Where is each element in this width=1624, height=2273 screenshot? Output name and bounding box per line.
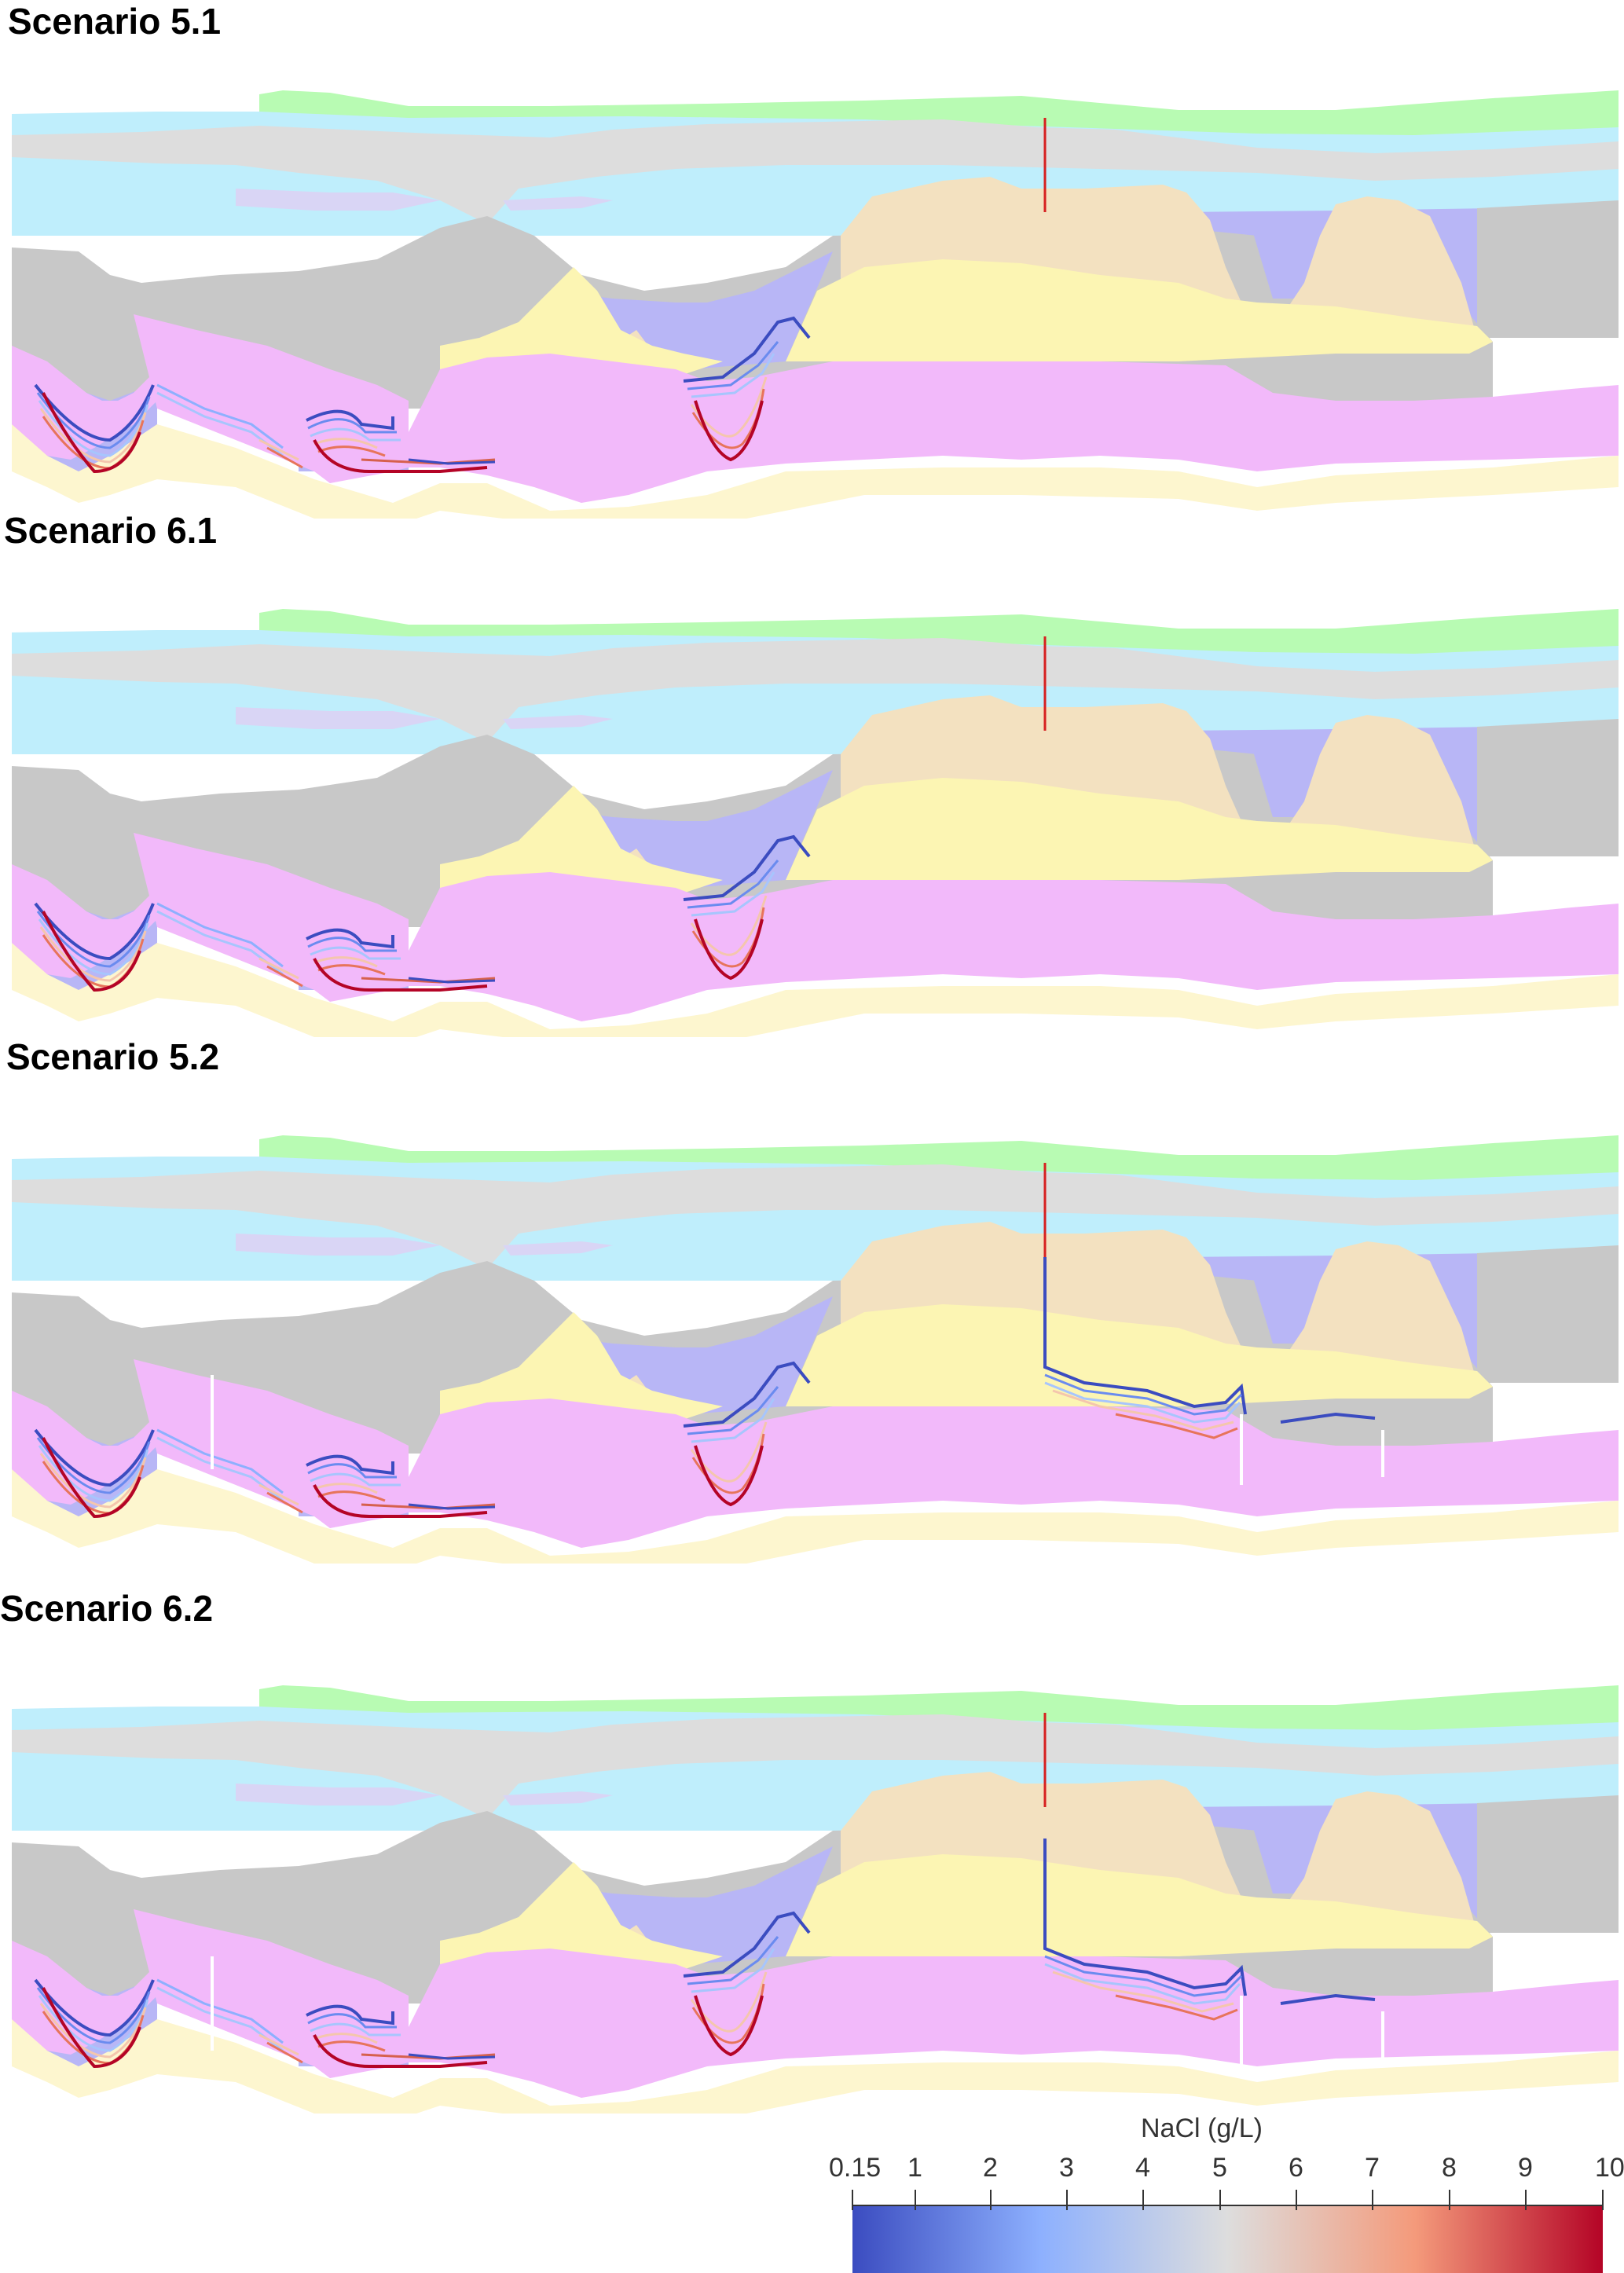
- colorbar-gradient: [852, 2205, 1603, 2273]
- colorbar-tick-label: 2: [983, 2153, 998, 2183]
- cross-section-2: [10, 607, 1620, 1037]
- colorbar-title: NaCl (g/L): [1141, 2114, 1263, 2143]
- panel-title-4: Scenario 6.2: [0, 1588, 214, 1629]
- colorbar-tick-label: 8: [1442, 2153, 1457, 2183]
- colorbar-tick-label: 4: [1135, 2153, 1150, 2183]
- colorbar-tick-label: 5: [1212, 2153, 1227, 2183]
- cross-section-1: [10, 89, 1620, 519]
- colorbar-tick-label: 9: [1518, 2153, 1533, 2183]
- cross-section-3: [10, 1134, 1620, 1564]
- colorbar-tick-label: 6: [1289, 2153, 1303, 2183]
- colorbar-tick-label: 3: [1059, 2153, 1074, 2183]
- colorbar: [852, 2190, 1604, 2273]
- panel-title-3: Scenario 5.2: [6, 1036, 220, 1077]
- panel-title-1: Scenario 5.1: [8, 1, 222, 42]
- panel-title-2: Scenario 6.1: [4, 510, 218, 551]
- colorbar-tick-label: 0.15: [829, 2153, 882, 2183]
- colorbar-tick-label: 10: [1595, 2153, 1624, 2183]
- cross-section-4: [10, 1684, 1620, 2114]
- colorbar-tick-label: 1: [907, 2153, 922, 2183]
- colorbar-tick-label: 7: [1365, 2153, 1380, 2183]
